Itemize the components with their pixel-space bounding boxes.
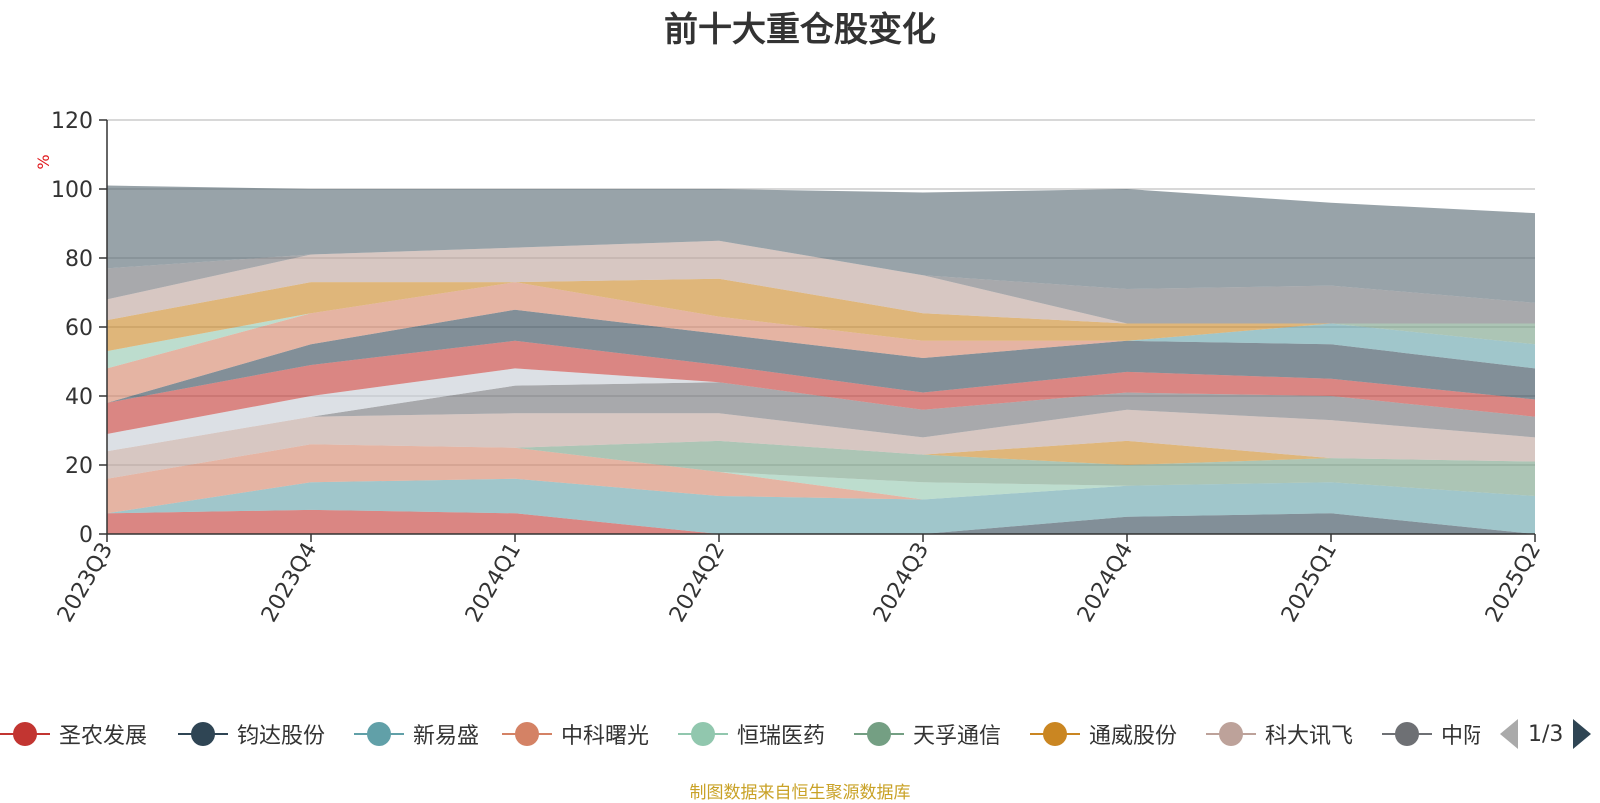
legend-label: 中科曙光	[561, 724, 650, 749]
area-series-20[interactable]	[107, 185, 1535, 303]
area-series-11[interactable]	[107, 340, 1535, 434]
area-series-1[interactable]	[107, 509, 1535, 534]
x-tick-label: 2024Q2	[665, 539, 730, 627]
chart-title: 前十大重仓股变化	[664, 10, 936, 50]
x-tick-label: 2023Q4	[257, 539, 322, 627]
triangle-left-icon[interactable]	[1500, 719, 1518, 749]
x-tick-label: 2025Q1	[1277, 539, 1342, 627]
legend-items: 圣农发展 钧达股份 新易盛 中科曙光 恒瑞医药 天孚通信 通威股份 科大讯飞 中际旭创	[0, 716, 1480, 752]
legend: 圣农发展 钧达股份 新易盛 中科曙光 恒瑞医药 天孚通信 通威股份 科大讯飞 中际旭创 1/3	[0, 716, 1600, 752]
area-series-9[interactable]	[107, 382, 1535, 452]
legend-item[interactable]: 科大讯飞	[1206, 716, 1353, 752]
area-series-13[interactable]	[107, 282, 1535, 403]
area-series-18[interactable]	[107, 240, 1535, 324]
x-tick-label: 2025Q2	[1481, 539, 1546, 627]
y-tick-label: 100	[51, 178, 93, 203]
y-tick-label: 60	[65, 316, 93, 341]
legend-marker-icon	[178, 719, 228, 749]
legend-marker-icon	[1382, 719, 1432, 749]
x-tick-label: 2024Q3	[869, 539, 934, 627]
y-tick-label: 120	[51, 109, 93, 134]
legend-item[interactable]: 新易盛	[354, 716, 479, 752]
y-tick-label: 40	[65, 385, 93, 410]
y-tick-label: 0	[79, 523, 93, 548]
legend-item[interactable]: 圣农发展	[0, 716, 147, 752]
legend-marker-icon	[678, 719, 728, 749]
legend-marker-icon	[854, 719, 904, 749]
legend-marker-icon	[1030, 719, 1080, 749]
area-series-8[interactable]	[107, 409, 1535, 479]
legend-item[interactable]: 钧达股份	[178, 716, 325, 752]
x-tick-label: 2024Q1	[461, 539, 526, 627]
stacked-area-chart: 0 20 40 60 80 100 120 2023Q3 2023Q4 2024Q1 2024Q2 2…	[34, 109, 1546, 627]
x-tick-label: 2023Q3	[53, 539, 118, 627]
legend-marker-icon	[0, 719, 50, 749]
legend-pager: 1/3	[1500, 716, 1592, 752]
legend-label: 中际旭创	[1441, 724, 1480, 749]
legend-item[interactable]: 通威股份	[1030, 716, 1177, 752]
legend-label: 恒瑞医药	[737, 724, 826, 749]
triangle-right-icon[interactable]	[1573, 719, 1592, 749]
legend-label: 新易盛	[413, 724, 480, 749]
legend-label: 通威股份	[1089, 724, 1178, 749]
legend-marker-icon	[502, 719, 552, 749]
area-series-19[interactable]	[107, 240, 1535, 324]
legend-label: 科大讯飞	[1265, 724, 1354, 749]
source-note: 制图数据来自恒生聚源数据库	[689, 783, 911, 803]
y-tick-label: 80	[65, 247, 93, 272]
legend-item[interactable]: 中际旭创	[1382, 716, 1480, 752]
legend-label: 圣农发展	[59, 724, 148, 749]
area-series-12[interactable]	[107, 309, 1535, 403]
area-series-17[interactable]	[107, 278, 1535, 352]
area-series	[107, 185, 1535, 534]
area-series-7[interactable]	[107, 440, 1535, 479]
legend-marker-icon	[354, 719, 404, 749]
y-axis-unit: %	[34, 154, 53, 169]
legend-label: 钧达股份	[237, 724, 326, 749]
legend-label: 天孚通信	[913, 724, 1002, 749]
x-tick-label: 2024Q4	[1073, 539, 1138, 627]
legend-page-indicator: 1/3	[1528, 721, 1564, 747]
area-series-6[interactable]	[107, 440, 1535, 497]
area-series-2[interactable]	[107, 509, 1535, 534]
area-series-10[interactable]	[107, 368, 1535, 452]
legend-item[interactable]: 天孚通信	[854, 716, 1001, 752]
area-series-4[interactable]	[107, 444, 1535, 514]
legend-item[interactable]: 中科曙光	[502, 716, 649, 752]
area-series-3[interactable]	[107, 478, 1535, 534]
y-tick-label: 20	[65, 454, 93, 479]
legend-marker-icon	[1206, 719, 1256, 749]
legend-item[interactable]: 恒瑞医药	[678, 716, 825, 752]
